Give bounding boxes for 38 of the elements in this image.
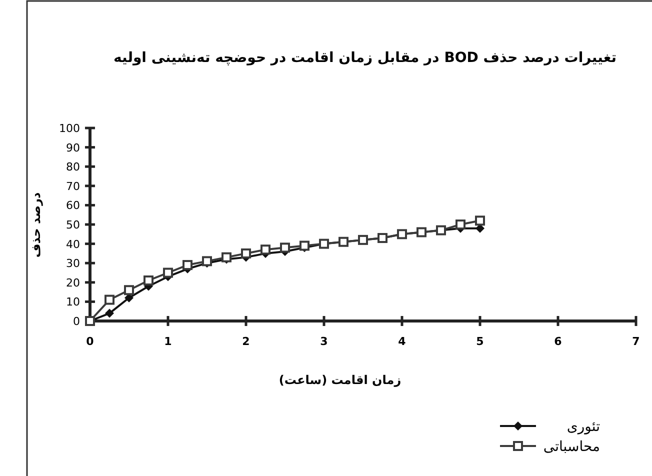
legend-label: تئوری	[566, 419, 600, 435]
x-tick-label: 7	[632, 335, 640, 348]
x-tick-label: 1	[164, 335, 172, 348]
point	[475, 216, 485, 226]
y-tick-label: 20	[66, 276, 80, 290]
point	[241, 248, 251, 258]
point	[144, 275, 154, 286]
x-tick-label: 4	[398, 335, 406, 348]
y-tick-label: 10	[66, 296, 80, 309]
point	[105, 308, 114, 318]
point	[222, 252, 232, 262]
point	[202, 256, 212, 266]
point	[260, 244, 270, 255]
x-tick-label: 0	[86, 335, 94, 348]
chart-title: تغییرات درصد حذف BOD در مقابل زمان اقامت در حوضچه ته‌نشینی اولیه	[114, 50, 616, 66]
point	[104, 294, 114, 305]
y-tick-label: 50	[66, 218, 80, 232]
point	[182, 260, 192, 270]
y-tick-label: 40	[66, 238, 80, 251]
x-tick-label: 3	[320, 335, 328, 348]
point	[124, 285, 134, 296]
point	[163, 268, 173, 278]
y-axis-title: درصد حذف	[29, 192, 43, 258]
x-axis-title: زمان اقامت (ساعت)	[278, 373, 402, 387]
y-tick-label: 60	[66, 199, 80, 212]
y-tick-label: 80	[66, 160, 80, 174]
point	[280, 242, 290, 253]
y-tick-label: 100	[59, 122, 80, 135]
x-tick-label: 5	[476, 335, 484, 348]
y-tick-label: 30	[66, 257, 80, 270]
point	[456, 220, 466, 230]
y-tick-label: 90	[66, 141, 80, 154]
y-tick-label: 0	[73, 315, 80, 328]
point	[300, 240, 310, 251]
x-tick-label: 2	[242, 335, 250, 348]
legend-label: محاسباتی	[543, 439, 600, 455]
x-tick-label: 6	[554, 335, 562, 348]
y-tick-label: 70	[66, 180, 80, 193]
